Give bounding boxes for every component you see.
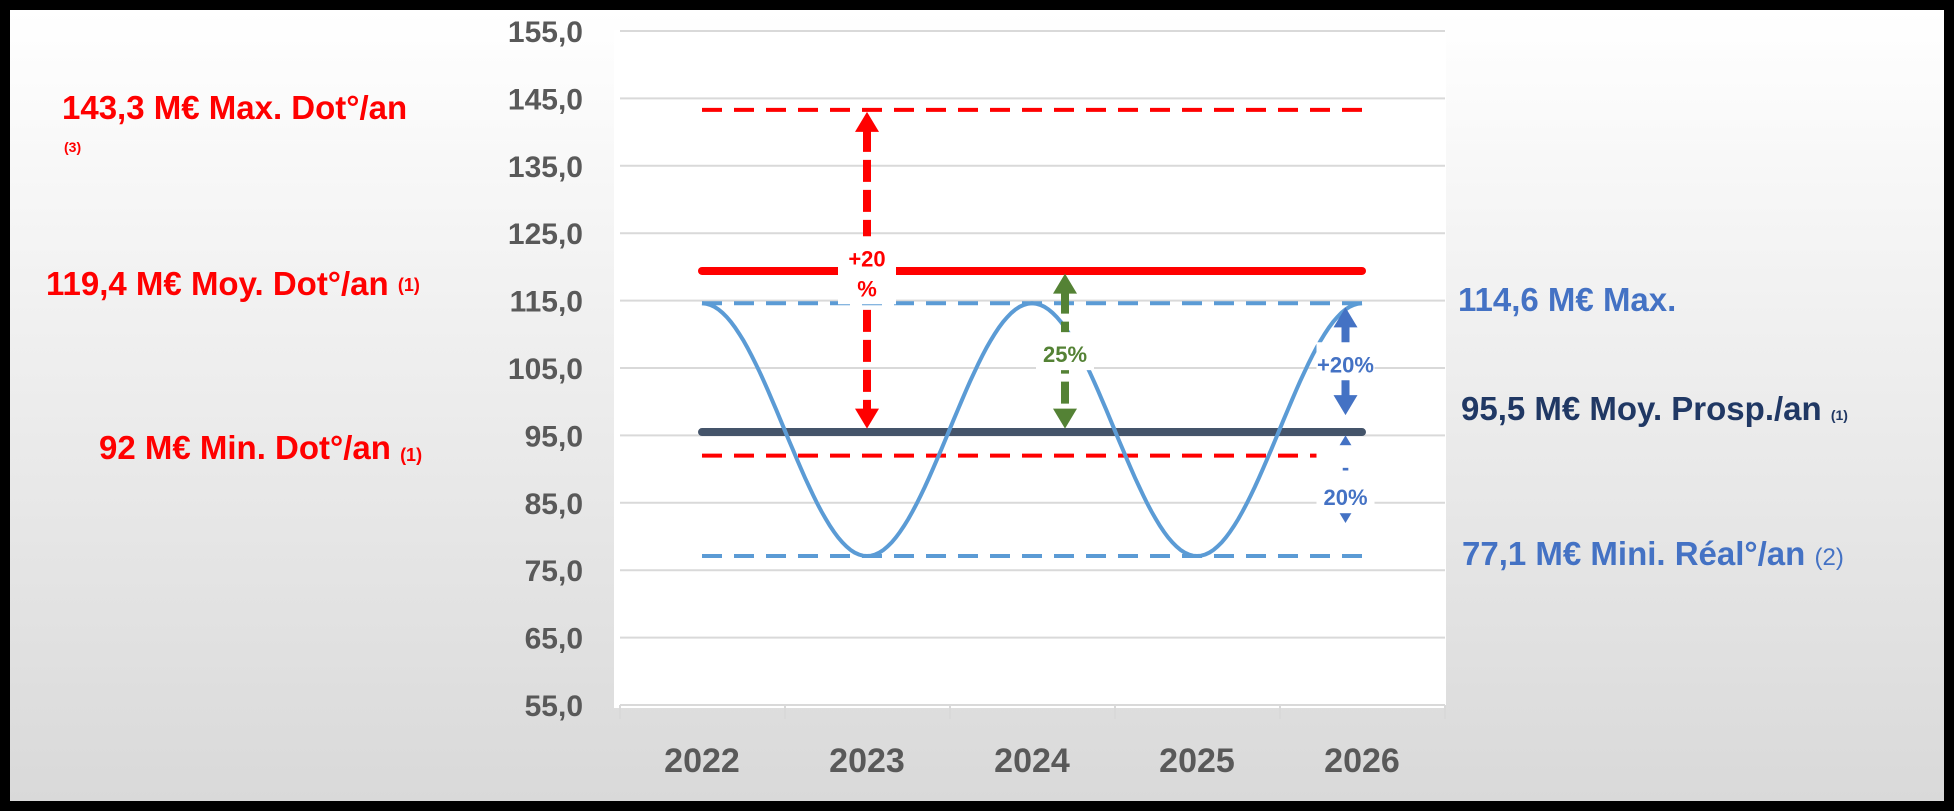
y-tick-label: 145,0 [508, 83, 583, 116]
annotation-min-real: 77,1 M€ Mini. Réal°/an (2) [1462, 535, 1844, 572]
arrow-label: 20% [1323, 485, 1367, 510]
x-tick-label: 2024 [994, 742, 1070, 780]
y-tick-label: 75,0 [525, 555, 583, 588]
y-tick-label: 85,0 [525, 488, 583, 521]
x-axis: 2022 2023 2024 2025 2026 [620, 705, 1445, 780]
annotation-max-dot-note: (3) [64, 139, 81, 155]
annotation-max-dot: 143,3 M€ Max. Dot°/an [62, 89, 407, 126]
arrow-label: 25% [1043, 342, 1087, 367]
arrow-label: - [1342, 455, 1349, 480]
annotation-min-dot: 92 M€ Min. Dot°/an (1) [99, 429, 422, 466]
x-tick-label: 2023 [829, 742, 905, 780]
y-tick-label: 55,0 [525, 690, 583, 723]
y-tick-label: 95,0 [525, 420, 583, 453]
x-tick-label: 2026 [1324, 742, 1400, 780]
arrow-label: +20% [1317, 352, 1374, 377]
y-tick-label: 65,0 [525, 623, 583, 656]
annotation-max-real: 114,6 M€ Max. [1458, 281, 1676, 318]
annotation-avg-dot: 119,4 M€ Moy. Dot°/an (1) [46, 265, 420, 302]
x-tick-label: 2025 [1159, 742, 1235, 780]
y-tick-label: 105,0 [508, 353, 583, 386]
y-axis-ticks: 55,0 65,0 75,0 85,0 95,0 105,0 115,0 125,0 135,0… [508, 16, 583, 723]
arrow-label: +20 [848, 246, 885, 271]
annotation-avg-prosp: 95,5 M€ Moy. Prosp./an (1) [1461, 390, 1848, 427]
x-tick-label: 2022 [664, 742, 740, 780]
y-tick-label: 115,0 [510, 286, 583, 319]
arrow-label: % [857, 276, 877, 301]
y-tick-label: 135,0 [508, 151, 583, 184]
y-tick-label: 125,0 [508, 218, 583, 251]
y-tick-label: 155,0 [508, 16, 583, 49]
